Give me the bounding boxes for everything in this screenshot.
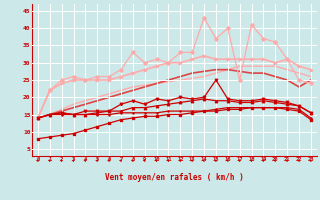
X-axis label: Vent moyen/en rafales ( km/h ): Vent moyen/en rafales ( km/h ) [105,174,244,182]
